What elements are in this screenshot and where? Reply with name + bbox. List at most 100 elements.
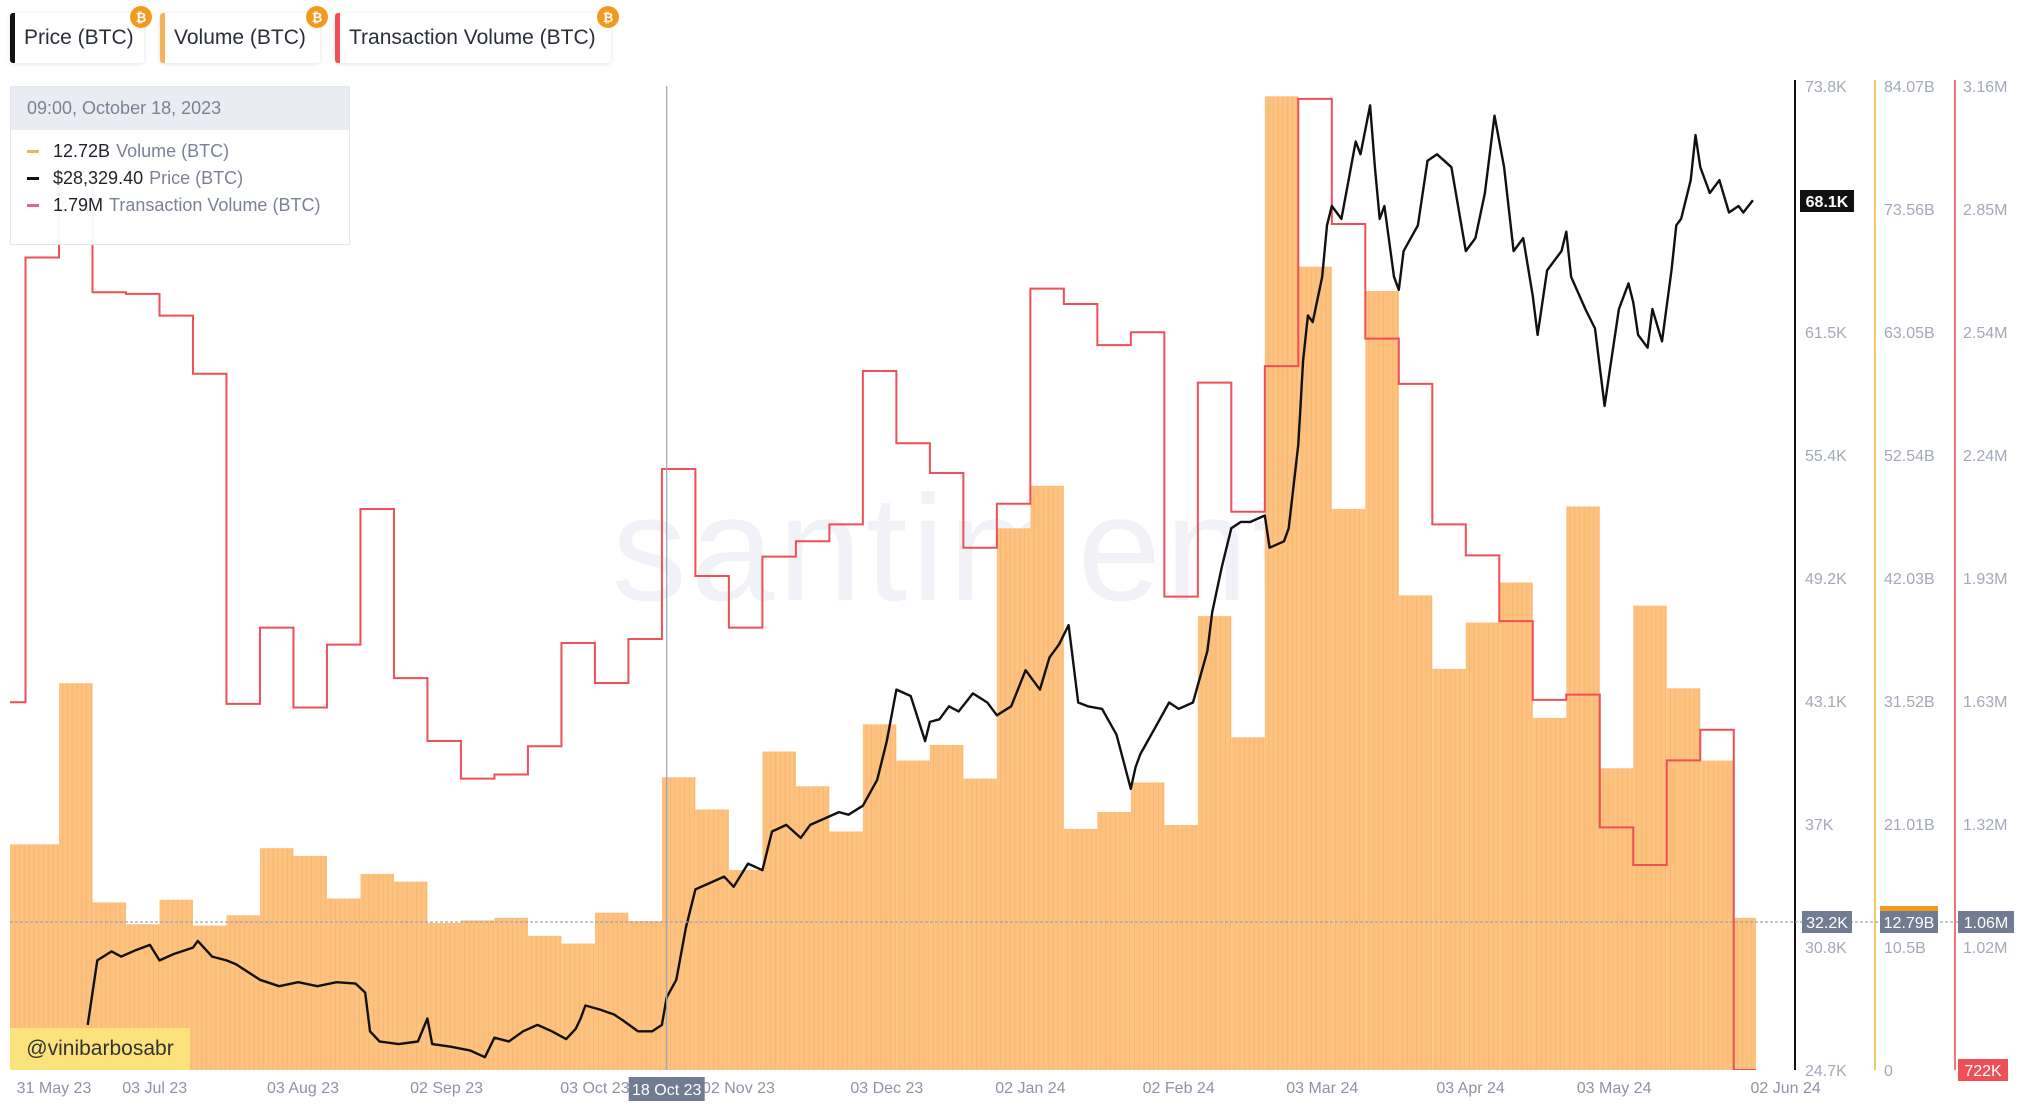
volume-bar (226, 915, 260, 1070)
crosshair-volume-label: 12.79B (1884, 915, 1935, 932)
tx-tick-label: 1.02M (1963, 940, 2007, 957)
volume-bar (896, 760, 930, 1070)
volume-bar (1532, 717, 1567, 1070)
tooltip-value: 12.72B (53, 141, 111, 161)
price-line (86, 104, 1754, 1059)
volume-bar (1298, 266, 1332, 1070)
volume-tick-label: 63.05B (1884, 325, 1935, 342)
tx-tick-label: 2.54M (1963, 325, 2007, 342)
legend-marker (27, 204, 39, 207)
price-tick-label: 55.4K (1805, 448, 1847, 465)
volume-bar (661, 777, 696, 1070)
price-tick-label: 61.5K (1805, 325, 1847, 342)
legend-marker (27, 150, 39, 153)
volume-bar (527, 935, 562, 1070)
volume-tick-label: 42.03B (1884, 571, 1935, 588)
volume-bar (494, 917, 528, 1070)
tab-volume[interactable]: Volume (BTC) ₿ (160, 6, 328, 63)
volume-bar (1231, 737, 1265, 1070)
legend-marker (27, 177, 39, 180)
volume-bar (795, 786, 830, 1070)
volume-bar (1264, 96, 1299, 1070)
volume-bar (728, 870, 763, 1070)
tooltip-series-name: Price (BTC) (149, 168, 244, 188)
volume-bar (259, 848, 294, 1070)
tx-last-label: 722K (1964, 1063, 2002, 1080)
tab-price[interactable]: Price (BTC) ₿ (10, 6, 152, 63)
volume-bar (628, 921, 662, 1070)
price-tick-label: 37K (1805, 817, 1834, 834)
crosshair-price-label: 32.2K (1806, 915, 1848, 932)
tooltip-series-name: Volume (BTC) (116, 141, 230, 161)
volume-bar (1666, 688, 1701, 1070)
volume-bar (1633, 605, 1667, 1070)
x-tick-label: 03 Oct 23 (560, 1080, 629, 1097)
transaction-volume-line (10, 97, 1756, 1070)
tab-label: Volume (BTC) (174, 26, 306, 49)
series-color-bar (335, 13, 340, 63)
volume-bar (1197, 616, 1232, 1070)
volume-bar (1398, 595, 1433, 1070)
x-tick-label: 02 Sep 23 (410, 1080, 483, 1097)
volume-tick-label: 21.01B (1884, 817, 1935, 834)
price-tick-label: 30.8K (1805, 940, 1847, 957)
volume-tick-label: 10.5B (1884, 940, 1926, 957)
volume-bar (1130, 782, 1165, 1070)
series-color-bar (10, 13, 15, 63)
volume-bar (594, 912, 629, 1070)
crosshair-price-badge: 32.2K (1802, 911, 1852, 933)
volume-bar (862, 724, 897, 1070)
x-tick-label: 03 Dec 23 (850, 1080, 923, 1097)
tooltip-value: 1.79M (53, 195, 104, 215)
volume-bar (695, 809, 729, 1070)
volume-bar (59, 683, 93, 1070)
volume-tick-label: 52.54B (1884, 448, 1935, 465)
volume-bar (963, 778, 997, 1070)
volume-bar (293, 855, 327, 1070)
price-tick-label: 43.1K (1805, 694, 1847, 711)
volume-bar (1432, 668, 1466, 1070)
tx-tick-label: 1.63M (1963, 694, 2007, 711)
tx-tick-label: 1.32M (1963, 817, 2007, 834)
volume-bar (10, 844, 26, 1070)
x-tick-label: 03 Apr 24 (1436, 1080, 1505, 1097)
volume-bar (1030, 485, 1064, 1070)
tooltip-series-name: Transaction Volume (BTC) (109, 195, 321, 215)
volume-bar (1063, 828, 1098, 1070)
volume-bar (1097, 812, 1131, 1070)
x-tick-label: 03 Mar 24 (1286, 1080, 1358, 1097)
x-tick-label: 03 Jul 23 (122, 1080, 187, 1097)
x-tick-label: 02 Jun 24 (1751, 1080, 1821, 1097)
volume-bar (996, 528, 1031, 1070)
price-last-label: 68.1K (1806, 194, 1849, 211)
tab-label: Price (BTC) (24, 26, 134, 49)
volume-bar (1164, 825, 1198, 1070)
tooltip-value: $28,329.40 (53, 168, 144, 188)
tx-tick-label: 3.16M (1963, 79, 2007, 96)
price-tick-label: 49.2K (1805, 571, 1847, 588)
tooltip-datetime: 09:00, October 18, 2023 (11, 87, 349, 130)
x-tick-label: 02 Nov 23 (702, 1080, 775, 1097)
watermark: santiment (612, 464, 1298, 632)
volume-tick-label: 73.56B (1884, 202, 1935, 219)
tooltip: 09:00, October 18, 2023 12.72B Volume (B… (10, 86, 350, 245)
tooltip-row-volume: 12.72B Volume (BTC) (11, 138, 349, 165)
volume-bar (929, 744, 964, 1070)
price-tick-label: 73.8K (1805, 79, 1847, 96)
author-credit: @vinibarbosabr (10, 1028, 190, 1070)
series-color-bar (160, 13, 165, 63)
x-tick-label: 03 Aug 23 (267, 1080, 339, 1097)
x-tick-label: 02 Jan 24 (995, 1080, 1065, 1097)
tooltip-row-transaction-volume: 1.79M Transaction Volume (BTC) (11, 192, 349, 219)
crosshair-date-badge: 18 Oct 23 (628, 1077, 705, 1101)
bitcoin-icon: ₿ (597, 6, 619, 28)
price-last-badge: 68.1K (1800, 190, 1854, 212)
bitcoin-icon: ₿ (130, 6, 152, 28)
volume-bar (762, 751, 796, 1070)
x-tick-label: 31 May 23 (17, 1080, 92, 1097)
crosshair-tx-badge: 1.06M (1958, 911, 2014, 933)
volume-bars (10, 96, 1756, 1070)
tab-transaction-volume[interactable]: Transaction Volume (BTC) ₿ (335, 6, 619, 63)
volume-bar (460, 920, 495, 1070)
